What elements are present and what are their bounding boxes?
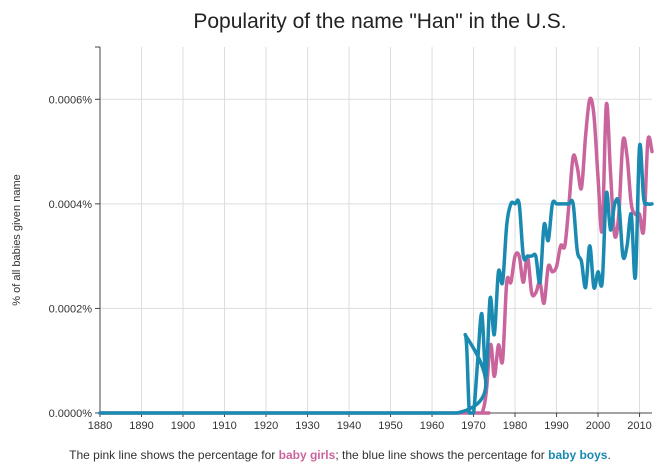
series-layer (98, 96, 654, 415)
x-tick-label: 1970 (461, 420, 485, 432)
x-tick-label: 1910 (212, 420, 236, 432)
y-axis-label: % of all babies given name (11, 174, 23, 305)
x-tick-label: 1890 (129, 420, 153, 432)
chart-title: Popularity of the name "Han" in the U.S. (193, 10, 567, 33)
x-tick-label: 1900 (171, 420, 195, 432)
y-tick-label: 0.0006% (49, 94, 93, 106)
series-line-baby-girls (98, 96, 654, 415)
x-tick-label: 1920 (254, 420, 278, 432)
x-tick-label: 1950 (378, 420, 402, 432)
caption-text-middle: ; the blue line shows the percentage for (335, 448, 549, 462)
chart-caption: The pink line shows the percentage for b… (0, 448, 660, 462)
x-tick-label: 1980 (503, 420, 527, 432)
series-line-baby-boys (98, 142, 654, 415)
y-tick-label: 0.0004% (49, 199, 93, 211)
x-tick-label: 1960 (420, 420, 444, 432)
y-tick-label: 0.0000% (49, 408, 93, 420)
x-tick-label: 2010 (627, 420, 651, 432)
x-tick-label: 1930 (295, 420, 319, 432)
x-tick-label: 1880 (88, 420, 112, 432)
x-tick-label: 1990 (544, 420, 568, 432)
caption-girls-label: baby girls (278, 448, 336, 462)
caption-text-before: The pink line shows the percentage for (69, 448, 279, 462)
x-tick-label: 2000 (586, 420, 610, 432)
axis-layer: 1880 1890 1900 1910 1920 1930 1940 1950 1960 1970… (49, 46, 652, 432)
grid-layer (100, 47, 652, 413)
x-tick-label: 1940 (337, 420, 361, 432)
caption-text-after: . (607, 448, 611, 462)
y-tick-label: 0.0002% (49, 303, 93, 315)
caption-boys-label: baby boys (548, 448, 608, 462)
